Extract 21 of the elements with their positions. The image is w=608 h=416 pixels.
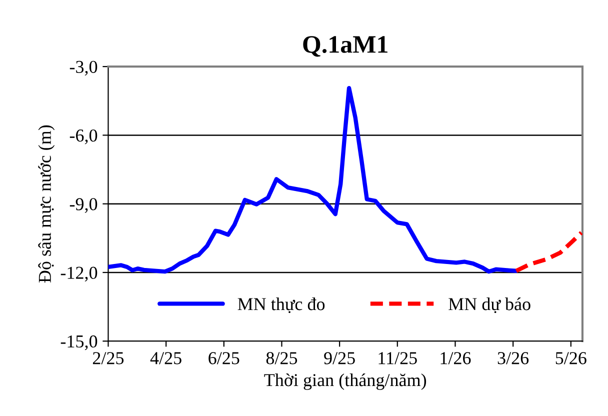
y-tick-label: -9,0 <box>70 198 98 213</box>
x-tick-label: 6/25 <box>208 352 240 364</box>
chart-title: Q.1aM1 <box>303 36 388 57</box>
x-tick-label: 8/25 <box>266 352 298 364</box>
x-axis-title: Thời gian (tháng/năm) <box>264 373 426 390</box>
x-tick-label: 2/25 <box>92 352 124 364</box>
x-tick-label: 11/25 <box>378 352 417 364</box>
x-tick-label: 4/25 <box>150 352 182 364</box>
line-series <box>108 86 518 274</box>
line-series <box>514 230 582 273</box>
y-tick-label: -6,0 <box>70 129 98 144</box>
y-tick-label: -15,0 <box>60 335 98 350</box>
y-axis-title: Độ sâu mực nước (m) <box>38 125 55 283</box>
x-tick-label: 3/26 <box>498 352 529 364</box>
x-tick-label: 1/26 <box>440 352 471 364</box>
x-tick-label: 9/25 <box>324 352 355 364</box>
x-tick-label: 5/26 <box>556 352 586 364</box>
y-tick-label: -3,0 <box>70 60 98 76</box>
y-tick-label: -12,0 <box>60 266 98 282</box>
legend-label: MN thực đo <box>238 298 325 314</box>
legend-label: MN dự báo <box>448 297 530 314</box>
